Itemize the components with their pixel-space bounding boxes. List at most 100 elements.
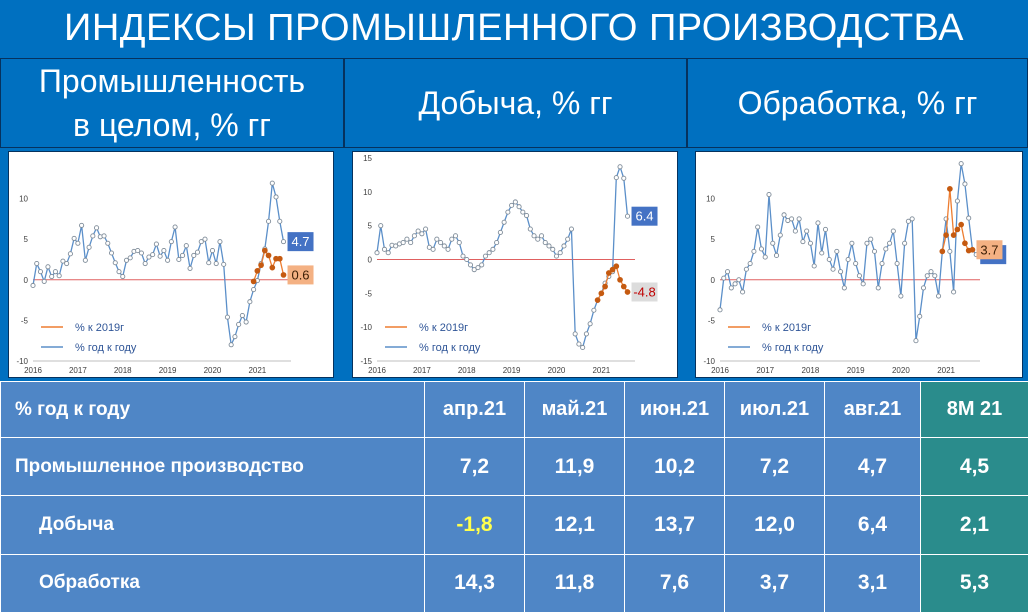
- panel-title-line-1: Обработка, % гг: [737, 85, 978, 121]
- y-tick-label: 10: [19, 195, 28, 204]
- data-point-yoy: [146, 254, 152, 260]
- data-point-yoy: [191, 252, 197, 258]
- data-point-yoy: [277, 218, 283, 224]
- data-point-yoy: [49, 274, 55, 280]
- table-cell: 12,0: [724, 495, 825, 555]
- table-cell: 7,2: [724, 436, 825, 497]
- data-point-yoy: [471, 267, 477, 273]
- chart-industry: -10 -5 0 5 10 2016 2017 2018 2019 2020 2021 4.7 0.6%…: [8, 151, 334, 378]
- data-point-yoy: [236, 321, 242, 328]
- data-point-yoy: [845, 256, 851, 263]
- y-tick-label: -15: [360, 357, 372, 366]
- data-point-yoy: [426, 244, 432, 250]
- table-cell: 3,1: [824, 553, 921, 613]
- data-point-vs2019: [969, 246, 976, 253]
- data-point-vs2019: [958, 221, 965, 228]
- panel-title-line-1: Добыча, % гг: [418, 85, 613, 121]
- end-label-box-vs2019: [976, 240, 1003, 260]
- data-point-yoy: [415, 228, 421, 234]
- end-label-box-vs2019: [287, 265, 314, 285]
- data-point-yoy: [94, 225, 100, 231]
- table-header-cell: 8М 21: [920, 381, 1028, 438]
- x-tick-label: 2017: [413, 366, 431, 375]
- data-point-yoy: [56, 273, 62, 279]
- data-point-yoy: [887, 240, 893, 246]
- table-header-cell: июн.21: [624, 381, 725, 438]
- data-point-yoy: [838, 269, 844, 275]
- data-point-vs2019: [605, 270, 612, 276]
- data-point-yoy: [64, 261, 70, 267]
- data-point-yoy: [217, 239, 223, 245]
- data-point-yoy: [30, 282, 36, 289]
- data-point-yoy: [520, 209, 526, 215]
- legend-entry-vs2019: % к 2019г: [762, 322, 811, 334]
- data-point-yoy: [490, 246, 496, 252]
- data-point-yoy: [905, 218, 911, 224]
- y-tick-label: 5: [24, 235, 29, 244]
- data-point-yoy: [875, 285, 881, 291]
- data-point-yoy: [917, 313, 923, 319]
- x-tick-label: 2017: [69, 366, 87, 375]
- data-point-yoy: [183, 243, 189, 249]
- table-cell: 2,1: [920, 495, 1028, 555]
- data-point-yoy: [879, 261, 885, 267]
- data-point-yoy: [105, 240, 111, 246]
- data-point-vs2019: [258, 262, 264, 269]
- data-point-yoy: [116, 269, 122, 275]
- data-point-yoy: [176, 256, 182, 263]
- data-point-vs2019: [947, 186, 953, 192]
- data-point-yoy: [142, 261, 148, 267]
- y-tick-label: 10: [706, 195, 715, 204]
- data-point-yoy: [954, 198, 960, 204]
- data-point-yoy: [913, 338, 919, 344]
- data-point-yoy: [743, 266, 749, 272]
- data-point-yoy: [385, 250, 391, 256]
- data-point-yoy: [482, 253, 488, 259]
- data-point-yoy: [419, 231, 425, 237]
- panel-title-mining: Добыча, % гг: [344, 58, 687, 148]
- data-point-yoy: [947, 248, 953, 254]
- data-point-yoy: [773, 252, 780, 258]
- data-point-yoy: [565, 236, 571, 242]
- data-point-yoy: [883, 246, 889, 252]
- y-tick-label: -10: [703, 357, 715, 366]
- data-point-yoy: [452, 233, 459, 239]
- data-point-yoy: [890, 228, 896, 234]
- end-label-vs2019: 0.6: [291, 267, 309, 282]
- chart-mining: -15 -10 -5 0 5 10 15 2016 2017 2018 2019 2020 2021 6.…: [352, 151, 678, 378]
- data-point-yoy: [789, 216, 795, 222]
- data-point-yoy: [467, 262, 474, 268]
- data-point-yoy: [224, 314, 230, 320]
- data-point-yoy: [624, 213, 631, 219]
- data-point-yoy: [67, 251, 73, 257]
- data-point-vs2019: [617, 276, 623, 283]
- data-point-yoy: [138, 250, 144, 256]
- series-line-yoy: [719, 163, 977, 341]
- chart-manufacturing-svg: -10-505102016201720182019202020213.13.7%…: [703, 161, 1007, 375]
- panel-title-industry: Промышленность в целом, % гг: [0, 58, 344, 148]
- data-point-yoy: [71, 235, 77, 241]
- data-point-yoy: [770, 240, 776, 246]
- x-tick-label: 2018: [458, 366, 476, 375]
- data-point-yoy: [936, 293, 942, 299]
- chart-manufacturing: -10-505102016201720182019202020213.13.7%…: [695, 151, 1023, 378]
- panel-title-line-1: Промышленность: [38, 63, 306, 99]
- table-header-cell: май.21: [524, 381, 625, 438]
- data-point-yoy: [486, 250, 492, 256]
- data-point-yoy: [751, 248, 757, 254]
- data-point-yoy: [494, 240, 500, 246]
- y-tick-label: 0: [368, 256, 373, 265]
- table-cell: 14,3: [424, 553, 525, 613]
- row-label: Промышленное производство: [0, 436, 425, 497]
- data-point-vs2019: [598, 290, 605, 297]
- table-cell: 10,2: [624, 436, 725, 497]
- x-tick-label: 2018: [802, 366, 820, 375]
- table-header-cell: июл.21: [724, 381, 825, 438]
- data-point-yoy: [135, 248, 141, 254]
- data-point-yoy: [269, 180, 275, 186]
- data-point-yoy: [591, 307, 597, 313]
- data-point-yoy: [509, 202, 515, 208]
- data-point-yoy: [849, 240, 855, 246]
- data-point-yoy: [239, 312, 245, 319]
- table-cell-highlight: -1,8: [424, 495, 525, 555]
